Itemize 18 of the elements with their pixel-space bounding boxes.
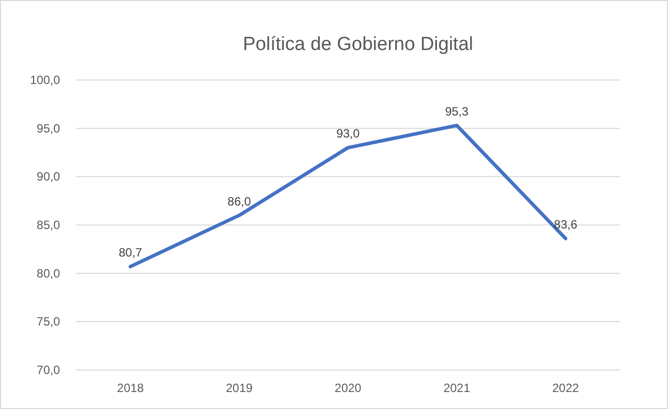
x-tick-label: 2020 — [334, 381, 362, 395]
y-tick-label: 80,0 — [36, 266, 60, 280]
x-tick-label: 2022 — [552, 381, 580, 395]
y-tick-label: 90,0 — [36, 170, 60, 184]
x-tick-label: 2019 — [226, 381, 253, 395]
data-label: 80,7 — [118, 246, 142, 260]
x-tick-label: 2018 — [117, 381, 144, 395]
data-label: 93,0 — [336, 126, 360, 141]
chart-title: Política de Gobierno Digital — [242, 34, 474, 55]
y-tick-label: 70,0 — [36, 363, 60, 377]
y-tick-label: 100,0 — [30, 73, 60, 87]
y-tick-label: 75,0 — [36, 314, 60, 329]
data-label: 95,3 — [445, 104, 469, 118]
x-tick-label: 2021 — [443, 381, 470, 395]
data-label: 86,0 — [228, 194, 252, 208]
data-label: 83,6 — [554, 218, 578, 232]
y-tick-label: 95,0 — [36, 121, 60, 136]
y-tick-label: 85,0 — [36, 218, 60, 232]
